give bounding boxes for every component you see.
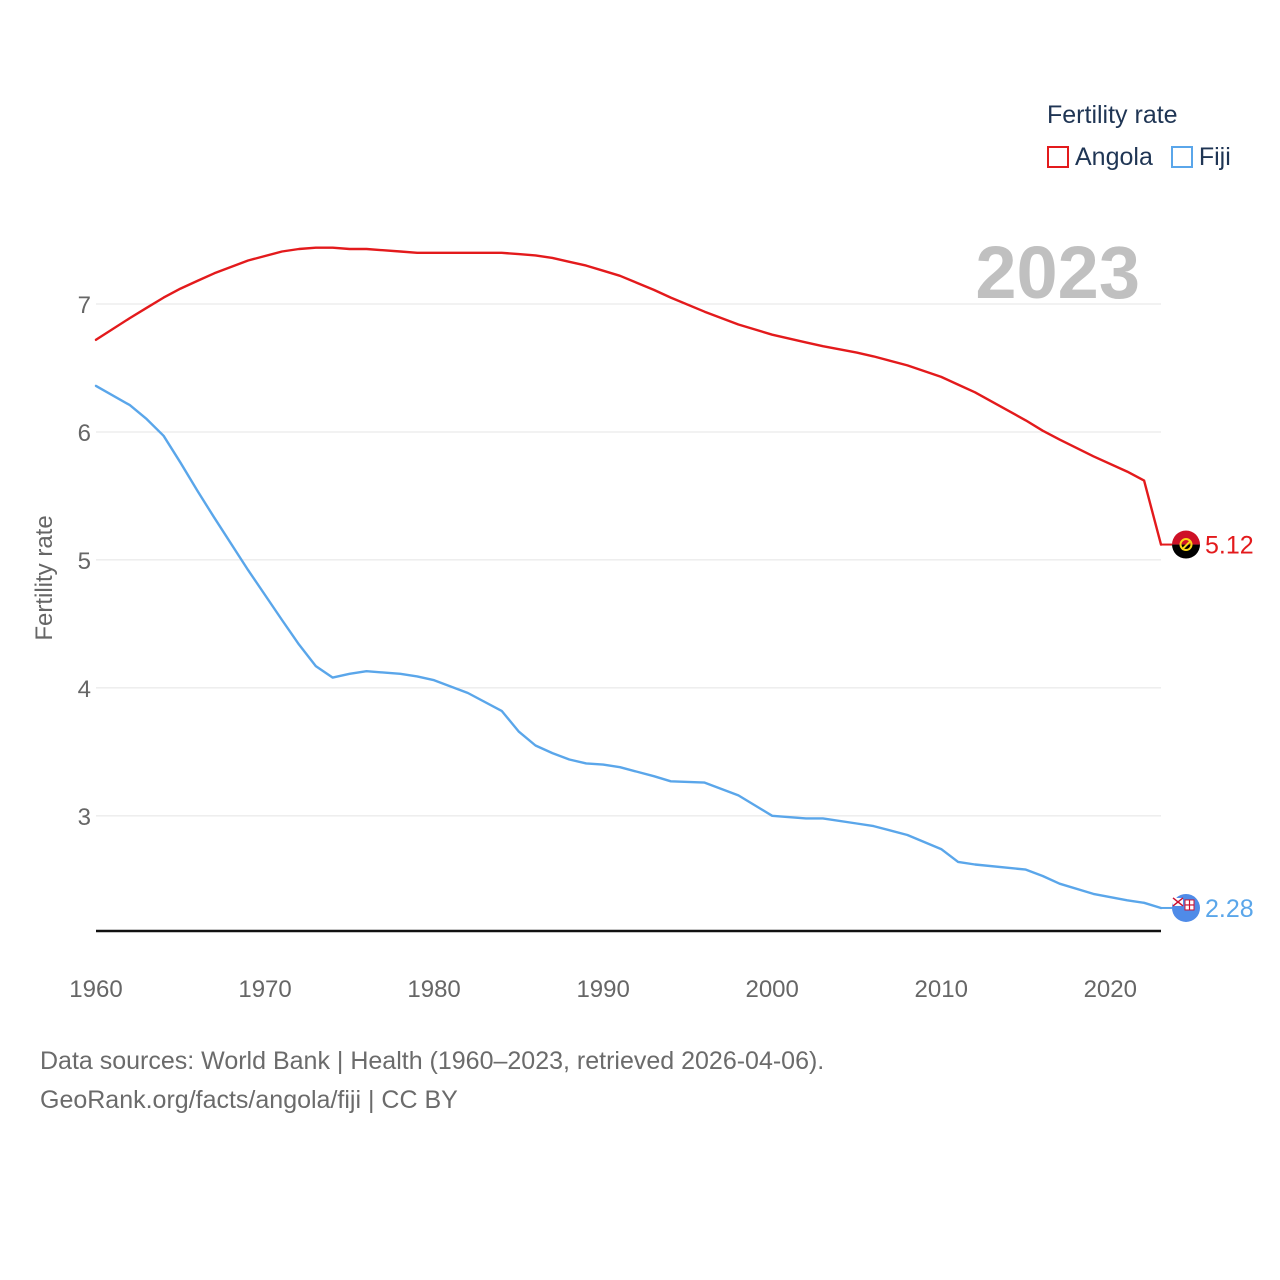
legend-title: Fertility rate (1047, 101, 1178, 129)
end-label-fiji: 2.28 (1205, 895, 1254, 923)
x-tick-label-1990: 1990 (576, 976, 629, 1003)
y-tick-label-4: 4 (78, 676, 91, 703)
series-line-angola (94, 246, 1163, 546)
legend-item-angola[interactable]: Angola (1047, 142, 1153, 172)
end-label-angola: 5.12 (1205, 532, 1254, 560)
x-tick-label-2000: 2000 (745, 976, 798, 1003)
y-axis-ticks: 3 4 5 6 7 (78, 292, 91, 831)
legend-label-angola: Angola (1075, 143, 1153, 171)
y-tick-label-7: 7 (78, 292, 91, 319)
x-tick-label-1980: 1980 (407, 976, 460, 1003)
legend: Fertility rate Angola Fiji (1047, 100, 1249, 172)
x-tick-label-1970: 1970 (238, 976, 291, 1003)
series-line-fiji (94, 384, 1163, 910)
x-tick-label-2010: 2010 (915, 976, 968, 1003)
source-note: Data sources: World Bank | Health (1960–… (40, 1042, 824, 1120)
source-line-1: Data sources: World Bank | Health (1960–… (40, 1047, 825, 1075)
flag-marker-angola (1172, 530, 1200, 559)
x-axis-ticks: 1960 1970 1980 1990 2000 2010 2020 (69, 976, 1137, 1003)
y-axis-label: Fertility rate (31, 515, 58, 640)
legend-swatch-fiji (1170, 146, 1193, 168)
y-tick-label-3: 3 (78, 804, 91, 831)
legend-item-fiji[interactable]: Fiji (1170, 142, 1231, 172)
current-year-label: 2023 (975, 231, 1140, 314)
source-line-2: GeoRank.org/facts/angola/fiji | CC BY (40, 1086, 458, 1114)
x-tick-label-1960: 1960 (69, 976, 122, 1003)
y-tick-label-6: 6 (78, 420, 91, 447)
legend-swatch-angola (1047, 146, 1069, 168)
y-tick-label-5: 5 (78, 548, 91, 575)
line-chart: 3 4 5 6 7 1960 1970 1980 1990 2000 2010 2020 Ferti… (31, 246, 1254, 1003)
gridlines (96, 303, 1161, 817)
legend-items: Angola Fiji (1047, 142, 1249, 172)
series-group (94, 246, 1163, 910)
flag-marker-fiji (1172, 893, 1200, 922)
end-markers: 5.12 2.28 (1161, 530, 1254, 923)
x-tick-label-2020: 2020 (1084, 976, 1137, 1003)
legend-label-fiji: Fiji (1198, 143, 1231, 171)
